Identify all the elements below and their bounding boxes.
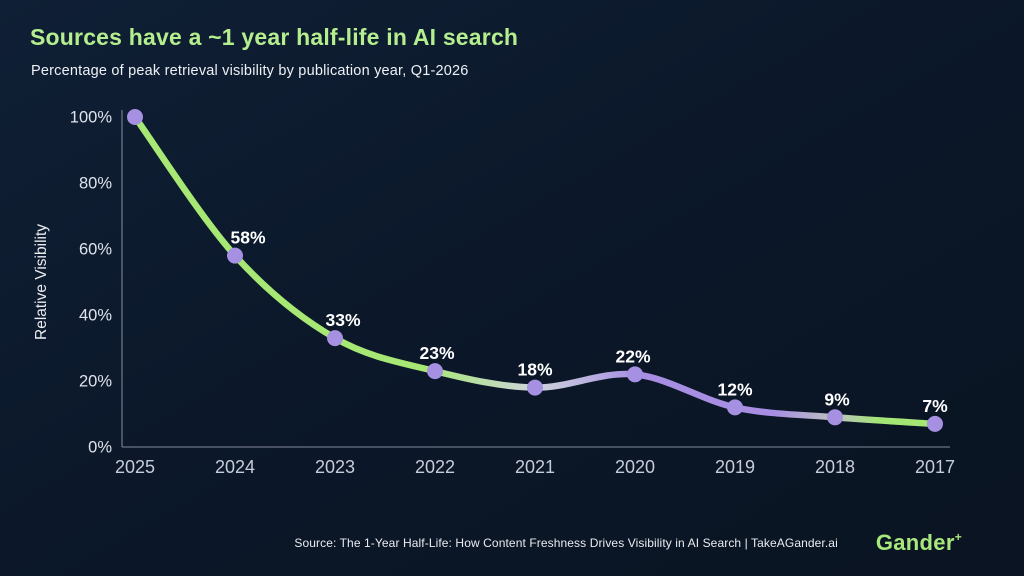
y-tick-label: 60% <box>79 241 112 259</box>
chart-dot <box>927 415 943 432</box>
x-tick-label: 2017 <box>915 457 955 477</box>
x-tick-label: 2025 <box>115 457 155 477</box>
data-label: 23% <box>419 343 454 363</box>
chart-line <box>131 113 939 428</box>
x-tick-label: 2022 <box>415 457 455 477</box>
y-tick-label: 0% <box>88 439 112 457</box>
chart-subtitle: Percentage of peak retrieval visibility … <box>31 63 469 79</box>
x-tick-label: 2019 <box>715 457 755 477</box>
chart-dot <box>627 366 643 383</box>
y-tick-label: 100% <box>70 109 113 127</box>
brand-logo: Gander+ <box>876 531 962 554</box>
chart-dot <box>327 330 343 347</box>
chart-dot <box>727 399 743 416</box>
data-label: 7% <box>922 396 948 416</box>
data-label: 12% <box>717 379 752 399</box>
y-tick-label: 20% <box>79 373 112 391</box>
y-tick-label: 40% <box>79 307 112 325</box>
x-tick-label: 2023 <box>315 457 355 477</box>
data-label: 58% <box>230 228 265 248</box>
y-axis-title: Relative Visibility <box>33 224 50 340</box>
footer: Source: The 1-Year Half-Life: How Conten… <box>0 531 1024 554</box>
x-tick-label: 2020 <box>615 457 655 477</box>
page-title: Sources have a ~1 year half-life in AI s… <box>30 24 519 50</box>
x-tick-label: 2024 <box>215 457 255 477</box>
brand-name: Gander <box>875 530 955 555</box>
brand-plus-icon: + <box>954 530 962 544</box>
chart-dot <box>127 109 143 125</box>
chart-header: Sources have a ~1 year half-life in AI s… <box>30 24 518 79</box>
chart-dot <box>427 363 443 380</box>
data-label: 18% <box>517 360 552 380</box>
chart-dot <box>227 247 243 264</box>
chart-dot <box>527 379 543 396</box>
x-tick-label: 2021 <box>515 457 555 477</box>
x-tick-label: 2018 <box>815 457 855 477</box>
y-tick-label: 80% <box>79 175 112 193</box>
data-label: 22% <box>615 346 650 366</box>
data-label: 9% <box>824 389 850 409</box>
chart-dot <box>827 409 843 426</box>
data-label: 33% <box>325 310 360 330</box>
source-text: Source: The 1-Year Half-Life: How Conten… <box>294 535 838 550</box>
